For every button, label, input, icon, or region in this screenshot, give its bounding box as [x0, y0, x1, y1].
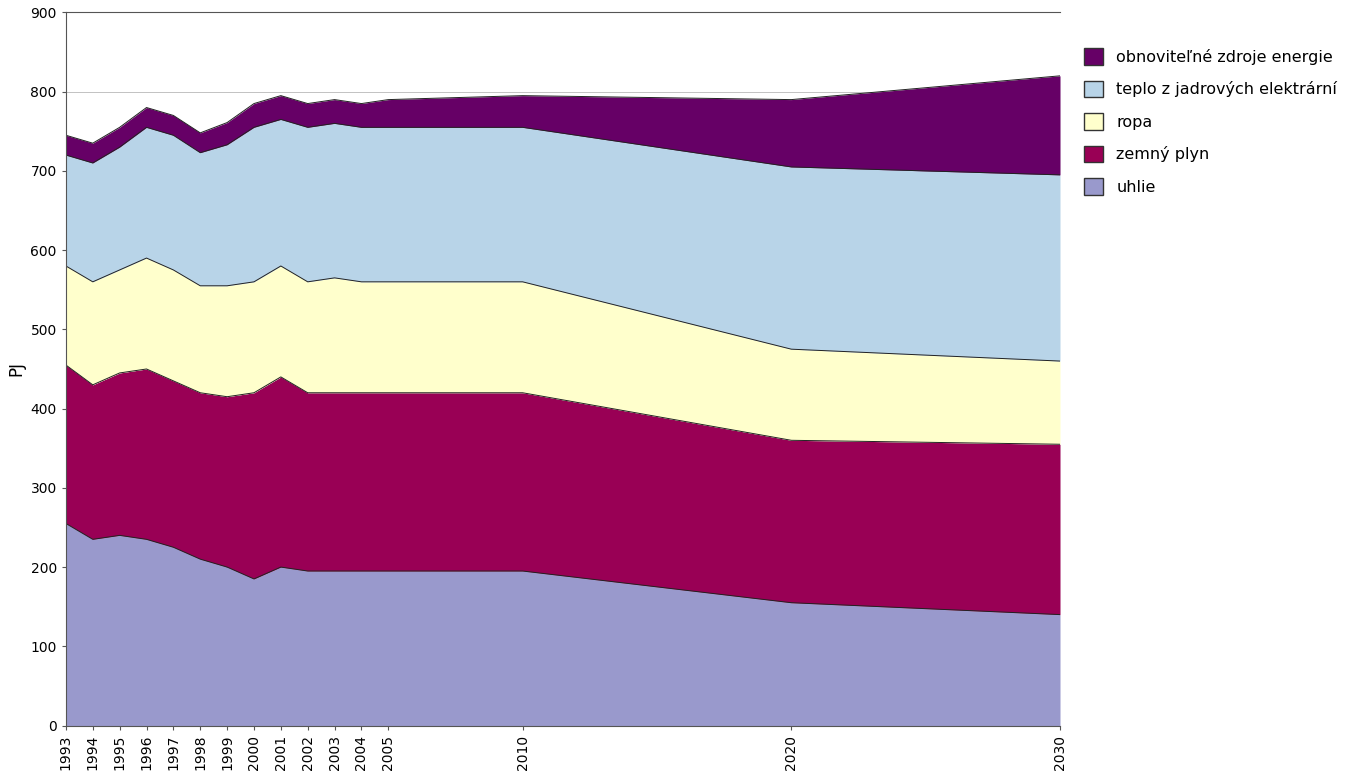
Legend: obnoviteľné zdroje energie, teplo z jadrových elektrární, ropa, zemný plyn, uhli: obnoviteľné zdroje energie, teplo z jadr… — [1078, 42, 1343, 201]
Y-axis label: PJ: PJ — [7, 361, 24, 377]
